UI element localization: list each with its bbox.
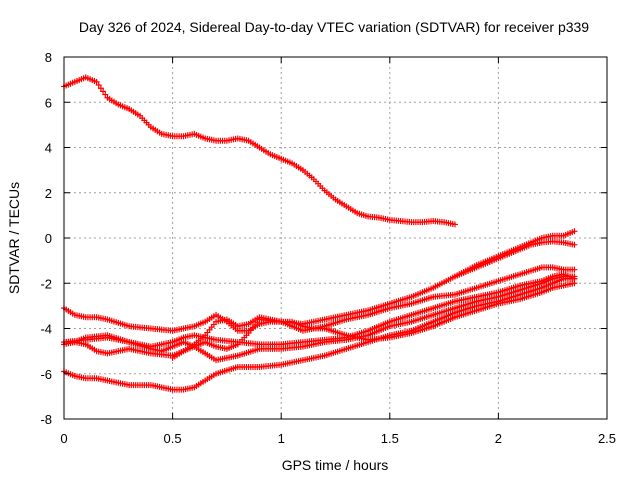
x-tick-label: 1.5 [381,431,399,446]
x-tick-label: 0.5 [164,431,182,446]
data-point [95,82,102,89]
series-sat-g [169,280,578,361]
series-sat-a [61,74,458,228]
data-point [571,241,578,248]
data-point [97,85,104,92]
chart-title: Day 326 of 2024, Sidereal Day-to-day VTE… [79,19,589,35]
series-sat-h [451,238,578,280]
x-axis: 0 0.5 1 1.5 2 2.5 [60,57,616,446]
data-point [571,280,578,287]
grid [64,57,607,419]
y-tick-label: 4 [45,141,52,156]
y-tick-label: 0 [45,231,52,246]
y-tick-label: 8 [45,50,52,65]
x-tick-label: 2 [495,431,502,446]
data-point [102,91,109,98]
series-layer [61,74,578,393]
y-tick-label: -4 [40,322,52,337]
data-point [571,228,578,235]
y-tick-label: -6 [40,367,52,382]
y-axis-label: SDTVAR / TECUs [6,182,22,294]
data-point [93,78,100,85]
y-tick-label: 6 [45,95,52,110]
data-point [571,266,578,273]
x-tick-label: 1 [278,431,285,446]
data-point [100,88,107,95]
y-tick-label: -8 [40,412,52,427]
x-tick-label: 2.5 [598,431,616,446]
x-tick-label: 0 [60,431,67,446]
y-tick-label: -2 [40,276,52,291]
y-tick-label: 2 [45,186,52,201]
y-axis: -8 -6 -4 -2 0 2 4 6 8 [40,50,607,427]
data-point [451,221,458,228]
series-sat-f [61,275,578,393]
x-axis-label: GPS time / hours [282,457,389,473]
